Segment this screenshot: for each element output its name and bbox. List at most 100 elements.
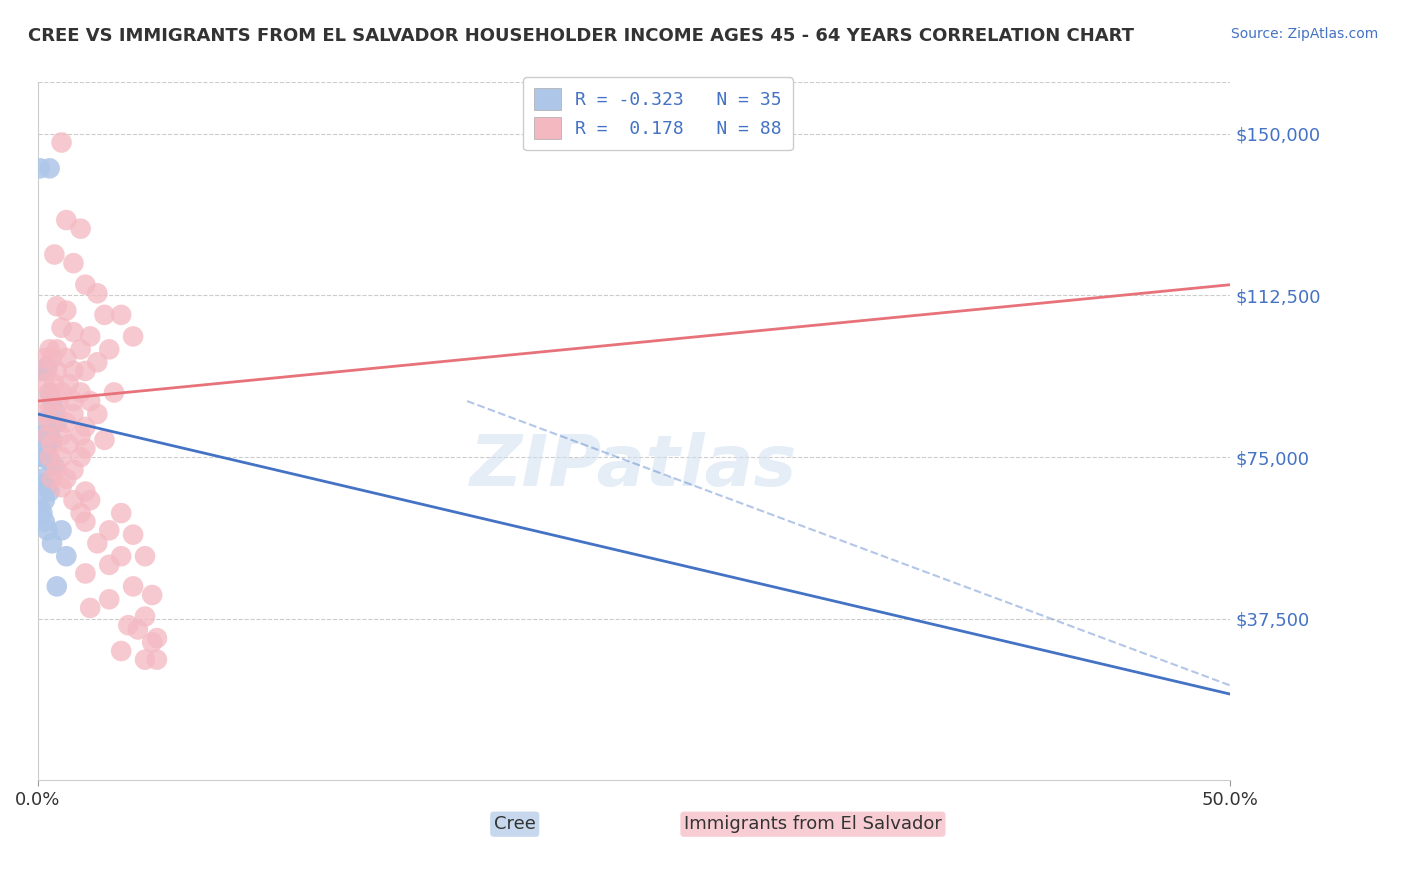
Point	[34, 515, 56, 529]
Point	[55, 213, 77, 227]
Point	[31, 428, 53, 442]
Point	[69, 343, 91, 357]
Point	[98, 524, 121, 538]
Point	[45, 416, 67, 430]
Point	[62, 394, 84, 409]
Point	[98, 592, 121, 607]
Point	[134, 609, 156, 624]
Point	[45, 579, 67, 593]
Point	[146, 631, 169, 645]
Point	[45, 299, 67, 313]
Point	[34, 407, 56, 421]
Point	[37, 450, 59, 464]
Point	[38, 343, 60, 357]
Point	[37, 411, 59, 425]
Point	[31, 450, 53, 464]
Point	[75, 364, 97, 378]
Point	[55, 303, 77, 318]
Point	[127, 623, 149, 637]
Point	[55, 472, 77, 486]
Point	[34, 364, 56, 378]
Point	[141, 635, 163, 649]
Point	[51, 385, 73, 400]
Point	[62, 407, 84, 421]
Point	[41, 437, 63, 451]
Point	[62, 463, 84, 477]
Point	[37, 364, 59, 378]
Point	[38, 484, 60, 499]
Point	[62, 325, 84, 339]
Point	[37, 480, 59, 494]
Point	[146, 653, 169, 667]
Point	[51, 428, 73, 442]
Point	[122, 579, 145, 593]
Point	[75, 277, 97, 292]
Point	[62, 256, 84, 270]
Legend: R = -0.323   N = 35, R =  0.178   N = 88: R = -0.323 N = 35, R = 0.178 N = 88	[523, 78, 793, 150]
Point	[37, 428, 59, 442]
Point	[93, 308, 115, 322]
Point	[86, 407, 108, 421]
Point	[98, 558, 121, 572]
Point	[62, 364, 84, 378]
Point	[45, 343, 67, 357]
Point	[37, 359, 59, 374]
Point	[37, 437, 59, 451]
Point	[69, 506, 91, 520]
Point	[51, 480, 73, 494]
Point	[41, 394, 63, 409]
Point	[98, 343, 121, 357]
Point	[75, 442, 97, 456]
Point	[41, 472, 63, 486]
Text: Immigrants from El Salvador: Immigrants from El Salvador	[683, 815, 942, 833]
Text: CREE VS IMMIGRANTS FROM EL SALVADOR HOUSEHOLDER INCOME AGES 45 - 64 YEARS CORREL: CREE VS IMMIGRANTS FROM EL SALVADOR HOUS…	[28, 27, 1135, 45]
Point	[134, 549, 156, 564]
Point	[69, 385, 91, 400]
Point	[55, 549, 77, 564]
Point	[34, 376, 56, 391]
Point	[38, 385, 60, 400]
Point	[34, 428, 56, 442]
Point	[44, 247, 66, 261]
Point	[79, 601, 101, 615]
Point	[122, 527, 145, 541]
Point	[41, 433, 63, 447]
Point	[38, 416, 60, 430]
Point	[79, 493, 101, 508]
Point	[34, 475, 56, 490]
Point	[58, 437, 80, 451]
Point	[93, 433, 115, 447]
Point	[38, 450, 60, 464]
Point	[86, 355, 108, 369]
Point	[38, 385, 60, 400]
Point	[75, 566, 97, 581]
Point	[51, 524, 73, 538]
Point	[37, 524, 59, 538]
Point	[30, 428, 52, 442]
Point	[44, 458, 66, 473]
Point	[51, 450, 73, 464]
Point	[38, 454, 60, 468]
Text: Source: ZipAtlas.com: Source: ZipAtlas.com	[1230, 27, 1378, 41]
Point	[103, 385, 125, 400]
Point	[117, 618, 139, 632]
Point	[86, 286, 108, 301]
Point	[69, 450, 91, 464]
Point	[44, 376, 66, 391]
Point	[34, 450, 56, 464]
Point	[141, 588, 163, 602]
Point	[30, 501, 52, 516]
Point	[79, 329, 101, 343]
Point	[134, 653, 156, 667]
Point	[69, 221, 91, 235]
Point	[45, 364, 67, 378]
Point	[55, 416, 77, 430]
Text: Cree: Cree	[494, 815, 536, 833]
Point	[37, 394, 59, 409]
Point	[62, 493, 84, 508]
Point	[75, 420, 97, 434]
Point	[58, 376, 80, 391]
Point	[79, 394, 101, 409]
Point	[86, 536, 108, 550]
Point	[122, 329, 145, 343]
